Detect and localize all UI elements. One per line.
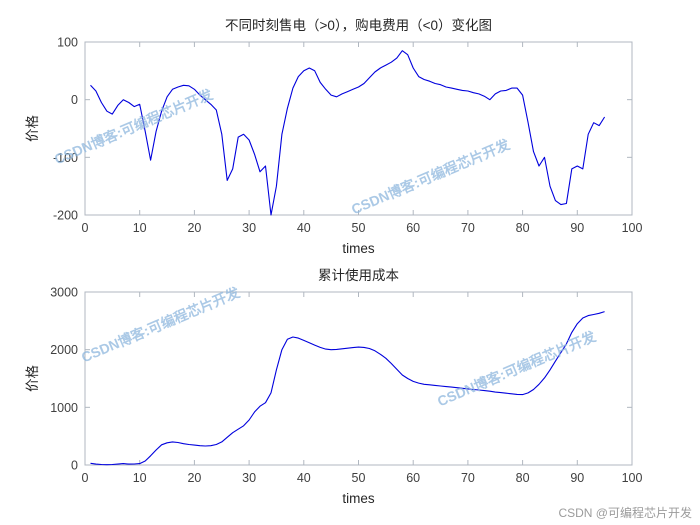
- x-tick-label: 80: [516, 471, 530, 485]
- subplot-title-2: 累计使用成本: [318, 267, 399, 283]
- axes-box-1: [84, 41, 633, 216]
- y-tick-label: -100: [53, 151, 78, 165]
- x-tick-label: 50: [352, 471, 366, 485]
- x-tick-label: 20: [187, 471, 201, 485]
- x-tick-label: 0: [82, 471, 89, 485]
- y-tick-label: 3000: [50, 286, 78, 300]
- axes-box-2: [84, 291, 633, 466]
- data-line-1: [90, 50, 606, 216]
- x-tick-label: 50: [352, 221, 366, 235]
- x-tick-label: 30: [242, 221, 256, 235]
- y-axis-label-2: 价格: [25, 365, 40, 392]
- x-tick-label: 90: [570, 221, 584, 235]
- x-tick-label: 10: [133, 221, 147, 235]
- x-tick-label: 60: [406, 471, 420, 485]
- y-tick-label: 0: [71, 93, 78, 107]
- y-tick-label: 1000: [50, 401, 78, 415]
- x-tick-label: 10: [133, 471, 147, 485]
- y-tick-label: 100: [57, 36, 78, 50]
- x-tick-label: 60: [406, 221, 420, 235]
- x-tick-label: 20: [187, 221, 201, 235]
- x-tick-label: 80: [516, 221, 530, 235]
- csdn-footer-credit: CSDN @可编程芯片开发: [558, 506, 692, 520]
- subplot-title-1: 不同时刻售电（>0），购电费用（<0）变化图: [225, 18, 492, 33]
- data-line-2: [90, 311, 605, 466]
- x-axis-label-1: times: [342, 241, 375, 256]
- x-tick-label: 0: [82, 221, 89, 235]
- x-tick-label: 70: [461, 471, 475, 485]
- y-tick-label: -200: [53, 209, 78, 223]
- x-tick-label: 90: [570, 471, 584, 485]
- x-tick-label: 40: [297, 221, 311, 235]
- x-tick-label: 40: [297, 471, 311, 485]
- x-axis-label-2: times: [342, 491, 375, 506]
- y-axis-label-1: 价格: [25, 115, 40, 142]
- y-tick-label: 2000: [50, 343, 78, 357]
- y-tick-label: 0: [71, 459, 78, 473]
- x-tick-label: 100: [622, 471, 643, 485]
- x-tick-label: 70: [461, 221, 475, 235]
- x-tick-label: 30: [242, 471, 256, 485]
- x-tick-label: 100: [622, 221, 643, 235]
